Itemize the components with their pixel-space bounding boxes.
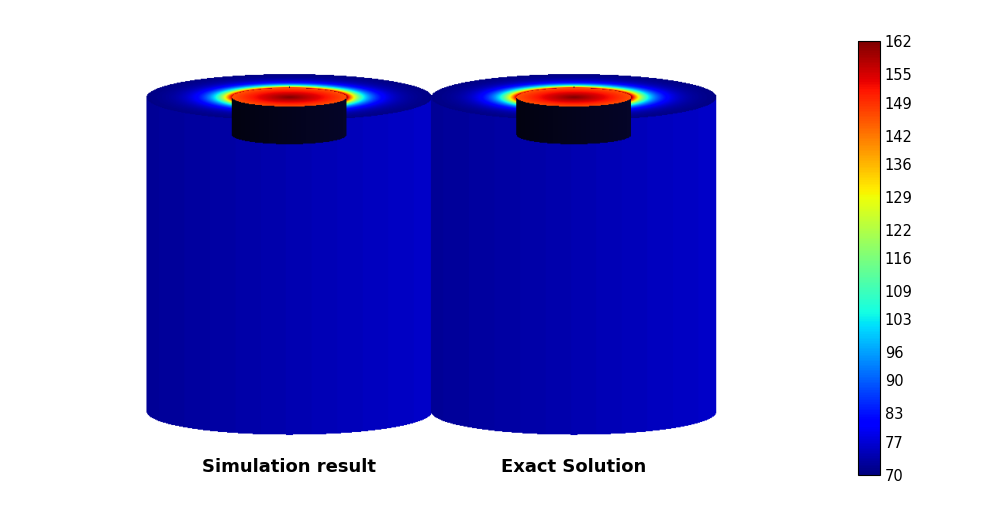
Text: Exact Solution: Exact Solution bbox=[501, 458, 647, 476]
Text: Simulation result: Simulation result bbox=[202, 458, 376, 476]
